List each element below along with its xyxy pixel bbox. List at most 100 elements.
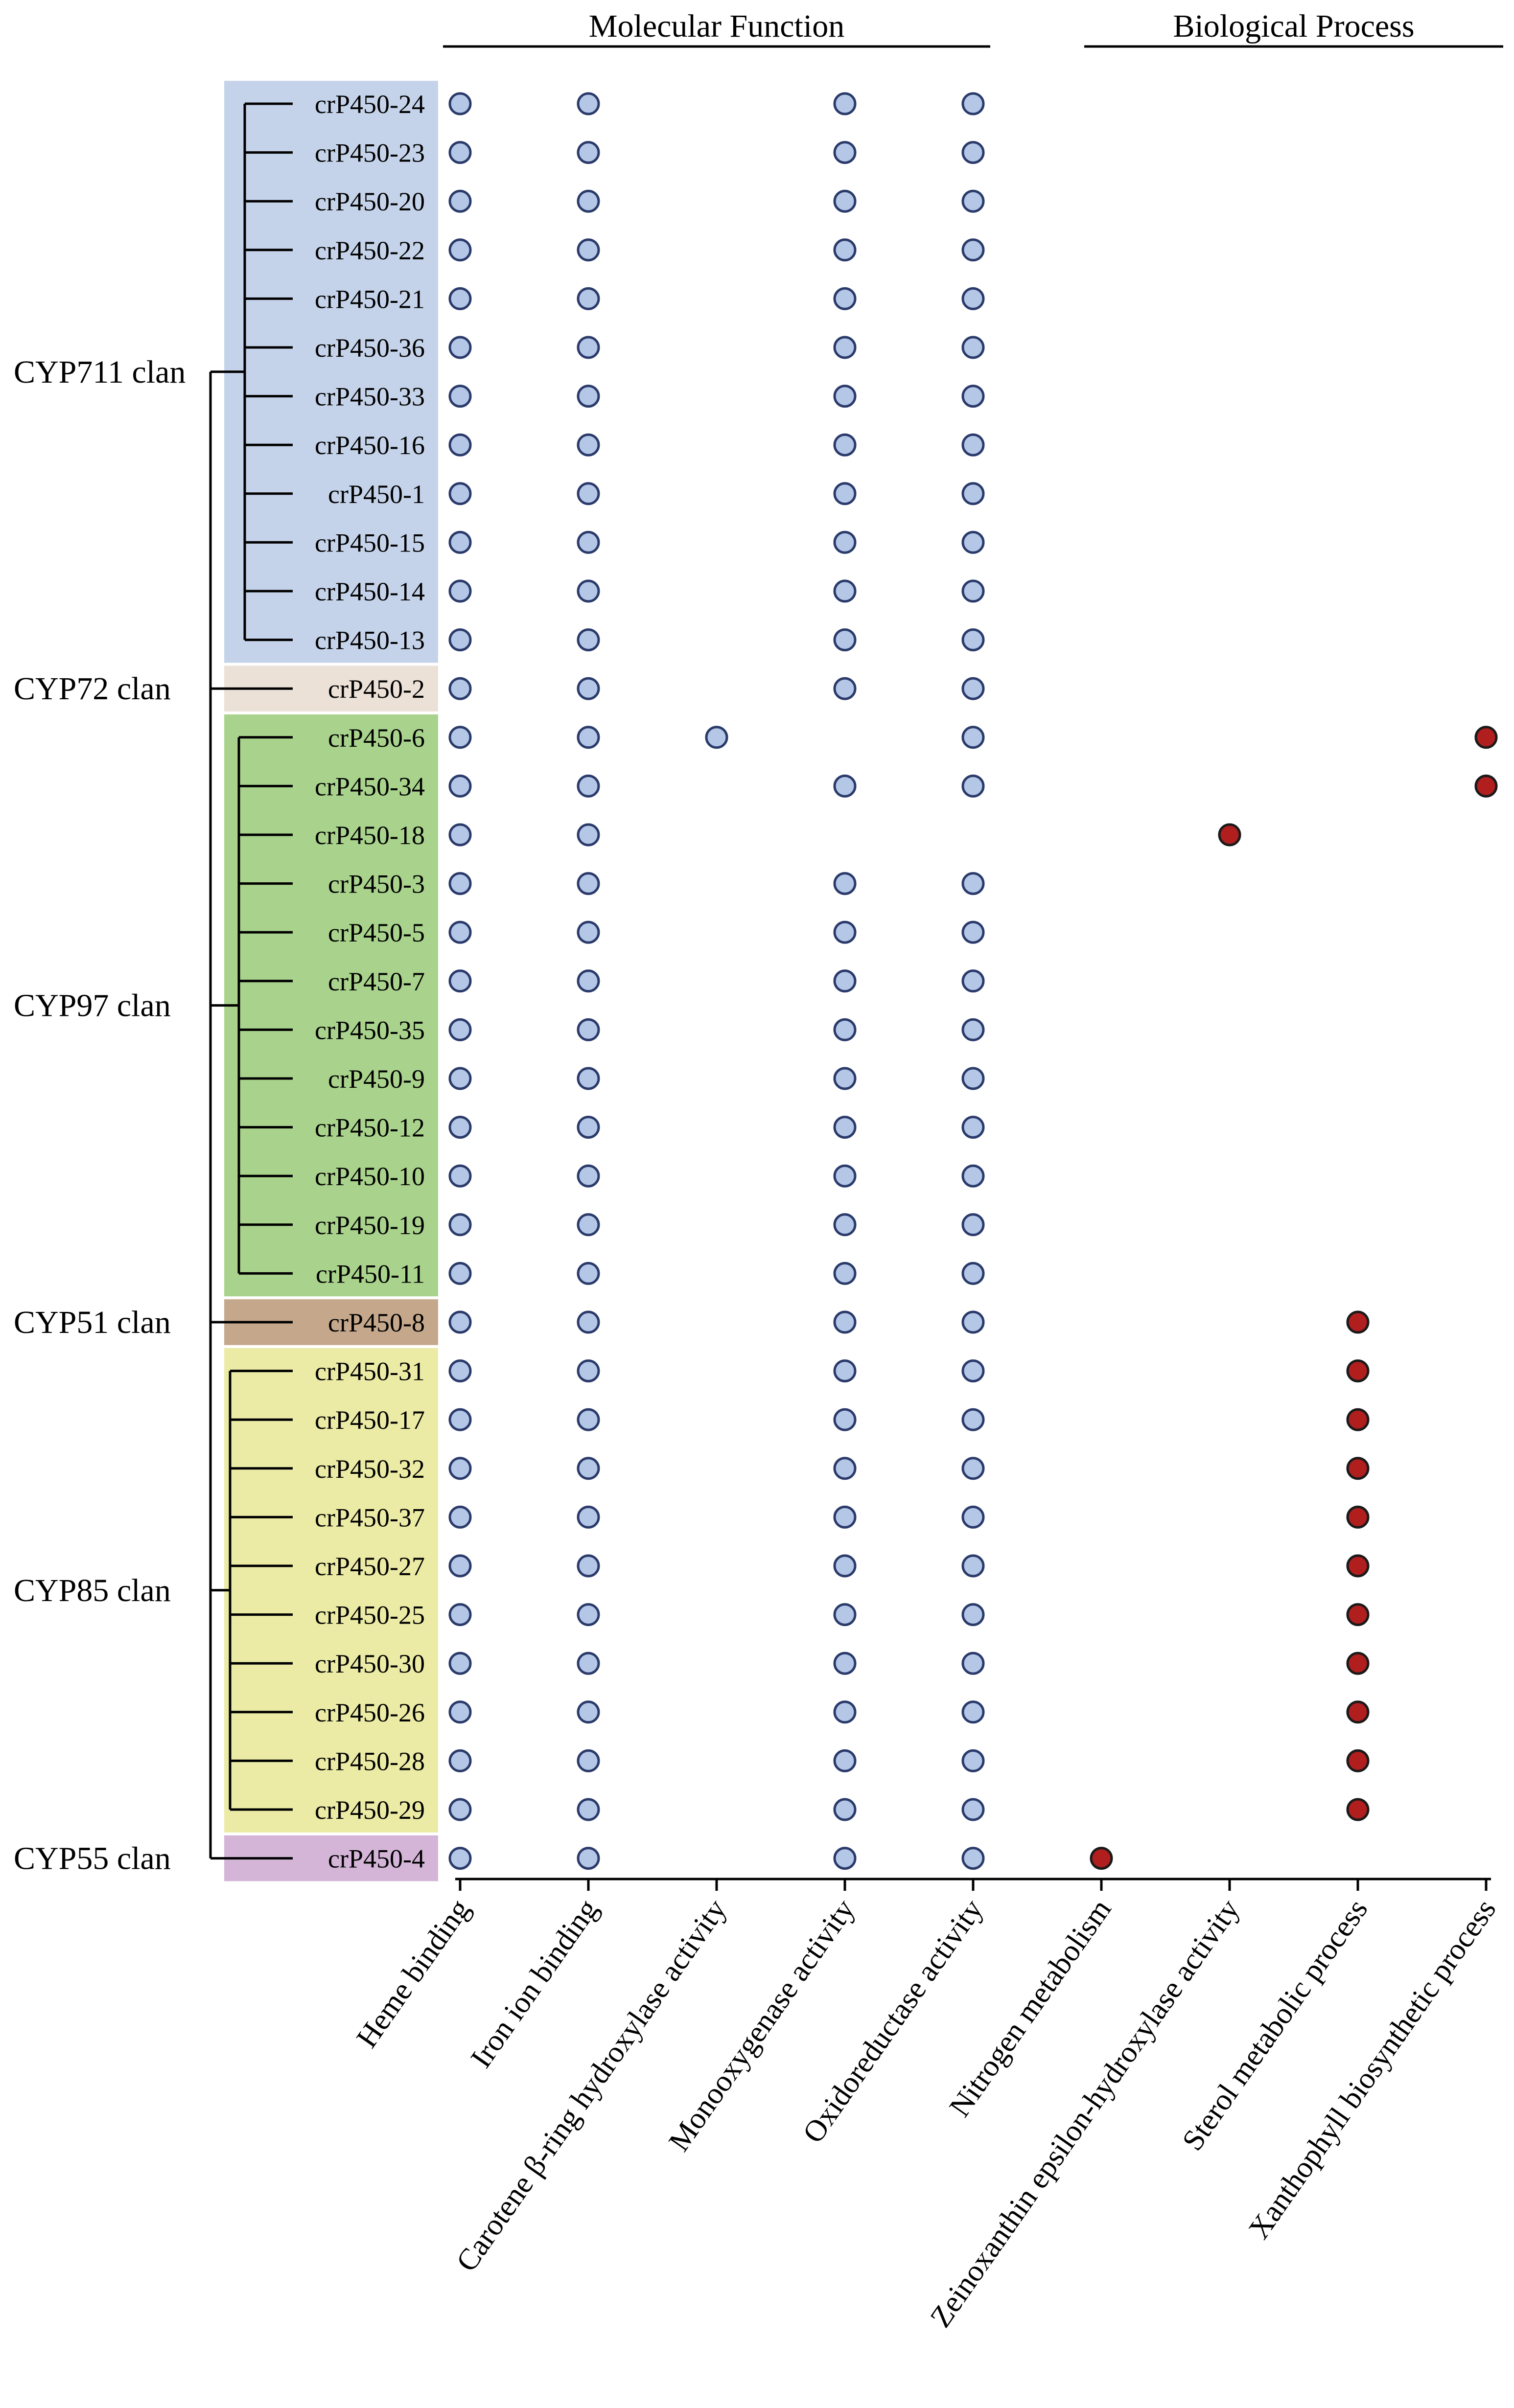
dot-crP450-24-monooxygenase-activity bbox=[833, 92, 857, 115]
dot-crP450-1-iron-ion-binding bbox=[577, 482, 600, 505]
dot-crP450-4-monooxygenase-activity bbox=[833, 1847, 857, 1870]
gene-label-crP450-30: crP450-30 bbox=[315, 1649, 425, 1678]
dot-crP450-2-oxidoreductase-activity bbox=[961, 677, 985, 700]
dot-crP450-29-iron-ion-binding bbox=[577, 1798, 600, 1821]
dot-crP450-28-heme-binding bbox=[448, 1749, 472, 1772]
dot-crP450-19-monooxygenase-activity bbox=[833, 1213, 857, 1237]
dot-crP450-20-heme-binding bbox=[448, 189, 472, 213]
dot-crP450-18-iron-ion-binding bbox=[577, 823, 600, 847]
dot-crP450-34-xanthophyll-biosynthetic-process bbox=[1474, 774, 1498, 798]
dot-crP450-23-iron-ion-binding bbox=[577, 141, 600, 164]
dot-crP450-30-oxidoreductase-activity bbox=[961, 1651, 985, 1675]
dot-crP450-22-oxidoreductase-activity bbox=[961, 238, 985, 262]
label-cyp85-clan: CYP85 clan bbox=[14, 1573, 171, 1608]
dot-crP450-3-monooxygenase-activity bbox=[833, 872, 857, 895]
dot-crP450-36-heme-binding bbox=[448, 336, 472, 359]
gene-label-crP450-23: crP450-23 bbox=[315, 138, 425, 168]
dot-crP450-35-monooxygenase-activity bbox=[833, 1018, 857, 1041]
label-cyp51-clan: CYP51 clan bbox=[14, 1305, 171, 1340]
dot-crP450-37-sterol-metabolic-process bbox=[1346, 1505, 1370, 1529]
phylogenetic-tree bbox=[209, 102, 293, 1860]
gene-label-crP450-2: crP450-2 bbox=[328, 674, 425, 704]
dot-crP450-10-monooxygenase-activity bbox=[833, 1164, 857, 1188]
gene-label-crP450-24: crP450-24 bbox=[315, 90, 425, 119]
dot-crP450-10-iron-ion-binding bbox=[577, 1164, 600, 1188]
dot-crP450-8-iron-ion-binding bbox=[577, 1310, 600, 1334]
dot-crP450-17-monooxygenase-activity bbox=[833, 1408, 857, 1431]
gene-label-crP450-19: crP450-19 bbox=[315, 1211, 425, 1240]
dot-crP450-5-oxidoreductase-activity bbox=[961, 920, 985, 944]
dot-crP450-28-iron-ion-binding bbox=[577, 1749, 600, 1772]
label-cyp97-clan: CYP97 clan bbox=[14, 988, 171, 1024]
gene-label-crP450-32: crP450-32 bbox=[315, 1454, 425, 1484]
label-cyp711-clan: CYP711 clan bbox=[14, 354, 186, 390]
dot-crP450-32-heme-binding bbox=[448, 1457, 472, 1480]
dot-crP450-29-heme-binding bbox=[448, 1798, 472, 1821]
gene-label-crP450-35: crP450-35 bbox=[315, 1015, 425, 1045]
gene-label-crP450-26: crP450-26 bbox=[315, 1698, 425, 1727]
dot-crP450-28-sterol-metabolic-process bbox=[1346, 1749, 1370, 1772]
dot-crP450-15-monooxygenase-activity bbox=[833, 530, 857, 554]
dot-crP450-16-monooxygenase-activity bbox=[833, 433, 857, 457]
dot-crP450-9-oxidoreductase-activity bbox=[961, 1067, 985, 1090]
dot-crP450-6-oxidoreductase-activity bbox=[961, 726, 985, 749]
dot-crP450-33-heme-binding bbox=[448, 385, 472, 408]
dot-crP450-22-heme-binding bbox=[448, 238, 472, 262]
dot-crP450-21-iron-ion-binding bbox=[577, 287, 600, 310]
dot-crP450-3-heme-binding bbox=[448, 872, 472, 895]
dot-crP450-17-oxidoreductase-activity bbox=[961, 1408, 985, 1431]
band-cyp97-clan bbox=[224, 714, 438, 1297]
dot-crP450-25-iron-ion-binding bbox=[577, 1603, 600, 1627]
dot-crP450-9-heme-binding bbox=[448, 1067, 472, 1090]
dot-crP450-35-oxidoreductase-activity bbox=[961, 1018, 985, 1041]
dot-crP450-5-heme-binding bbox=[448, 920, 472, 944]
dot-crP450-13-monooxygenase-activity bbox=[833, 628, 857, 652]
dot-crP450-27-oxidoreductase-activity bbox=[961, 1554, 985, 1578]
dot-crP450-15-oxidoreductase-activity bbox=[961, 530, 985, 554]
dot-crP450-8-sterol-metabolic-process bbox=[1346, 1310, 1370, 1334]
label-cyp55-clan: CYP55 clan bbox=[14, 1841, 171, 1877]
dot-crP450-12-oxidoreductase-activity bbox=[961, 1116, 985, 1139]
band-cyp85-clan bbox=[224, 1348, 438, 1833]
dot-crP450-6-heme-binding bbox=[448, 726, 472, 749]
category-headers: Molecular Function Biological Process bbox=[443, 8, 1503, 48]
dot-crP450-13-oxidoreductase-activity bbox=[961, 628, 985, 652]
dot-crP450-27-sterol-metabolic-process bbox=[1346, 1554, 1370, 1578]
dot-crP450-4-heme-binding bbox=[448, 1847, 472, 1870]
gene-label-crP450-9: crP450-9 bbox=[328, 1064, 425, 1094]
dot-crP450-26-monooxygenase-activity bbox=[833, 1700, 857, 1724]
gene-label-crP450-6: crP450-6 bbox=[328, 723, 425, 753]
dot-crP450-29-monooxygenase-activity bbox=[833, 1798, 857, 1821]
dot-crP450-14-monooxygenase-activity bbox=[833, 579, 857, 603]
dot-crP450-34-iron-ion-binding bbox=[577, 774, 600, 798]
clan-labels: CYP711 clan CYP72 clan CYP97 clan CYP51 cla… bbox=[14, 354, 186, 1877]
dot-crP450-19-iron-ion-binding bbox=[577, 1213, 600, 1237]
gene-label-crP450-15: crP450-15 bbox=[315, 528, 425, 557]
dot-crP450-20-oxidoreductase-activity bbox=[961, 189, 985, 213]
dot-crP450-13-iron-ion-binding bbox=[577, 628, 600, 652]
dot-crP450-37-monooxygenase-activity bbox=[833, 1505, 857, 1529]
gene-label-crP450-21: crP450-21 bbox=[315, 284, 425, 314]
gene-label-crP450-36: crP450-36 bbox=[315, 333, 425, 363]
gene-label-crP450-3: crP450-3 bbox=[328, 870, 425, 899]
gene-label-crP450-27: crP450-27 bbox=[315, 1552, 425, 1581]
gene-label-crP450-5: crP450-5 bbox=[328, 918, 425, 947]
dot-crP450-1-heme-binding bbox=[448, 482, 472, 505]
dot-crP450-4-oxidoreductase-activity bbox=[961, 1847, 985, 1870]
gene-labels: crP450-24 crP450-23 crP450-20 crP450-22 crP4… bbox=[315, 90, 425, 1874]
dot-crP450-11-monooxygenase-activity bbox=[833, 1261, 857, 1285]
dot-crP450-10-heme-binding bbox=[448, 1164, 472, 1188]
dot-crP450-27-heme-binding bbox=[448, 1554, 472, 1578]
dot-crP450-35-heme-binding bbox=[448, 1018, 472, 1041]
gene-label-crP450-12: crP450-12 bbox=[315, 1113, 425, 1143]
dot-crP450-36-monooxygenase-activity bbox=[833, 336, 857, 359]
dot-crP450-8-heme-binding bbox=[448, 1310, 472, 1334]
dot-crP450-25-oxidoreductase-activity bbox=[961, 1603, 985, 1627]
dot-crP450-4-iron-ion-binding bbox=[577, 1847, 600, 1870]
dot-crP450-34-monooxygenase-activity bbox=[833, 774, 857, 798]
gene-label-crP450-34: crP450-34 bbox=[315, 772, 425, 801]
dot-crP450-6-carotene-ring-hydroxylase-activity bbox=[705, 726, 728, 749]
dot-crP450-8-monooxygenase-activity bbox=[833, 1310, 857, 1334]
dot-crP450-24-iron-ion-binding bbox=[577, 92, 600, 115]
dot-crP450-35-iron-ion-binding bbox=[577, 1018, 600, 1041]
